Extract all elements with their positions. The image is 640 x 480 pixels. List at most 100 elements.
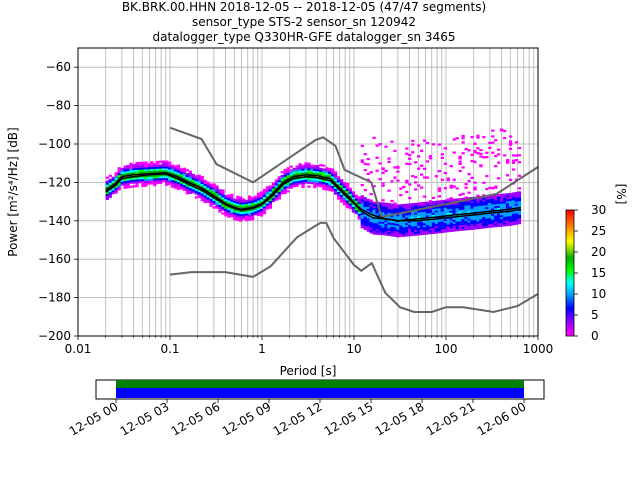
- heatmap-cell: [419, 173, 424, 176]
- heatmap-cell: [458, 207, 462, 210]
- heatmap-cell: [500, 205, 504, 208]
- heatmap-cell: [164, 164, 169, 167]
- heatmap-cell: [467, 210, 471, 213]
- heatmap-cell: [491, 129, 495, 132]
- heatmap-cell: [491, 221, 495, 224]
- heatmap-cell: [164, 177, 169, 181]
- heatmap-cell: [316, 165, 320, 168]
- heatmap-cell: [458, 211, 462, 214]
- heatmap-cell: [227, 198, 231, 201]
- heatmap-cell: [384, 216, 388, 219]
- heatmap-cell: [313, 184, 317, 187]
- heatmap-cell: [437, 209, 442, 213]
- heatmap-cell: [405, 179, 409, 182]
- heatmap-cell: [129, 170, 133, 173]
- heatmap-cell: [117, 174, 121, 178]
- heatmap-cell: [452, 210, 456, 213]
- heatmap-cell: [265, 195, 270, 199]
- heatmap-cell: [381, 233, 385, 236]
- heatmap-cell: [135, 169, 139, 172]
- heatmap-cell: [491, 151, 495, 154]
- heatmap-cell: [348, 203, 353, 206]
- heatmap-cell: [508, 212, 513, 215]
- heatmap-cell: [336, 180, 341, 183]
- heatmap-cell: [408, 196, 412, 200]
- heatmap-cell: [369, 221, 373, 224]
- heatmap-cell: [191, 187, 195, 190]
- heatmap-cell: [239, 196, 243, 199]
- heatmap-cell: [375, 219, 379, 222]
- heatmap-cell: [437, 213, 442, 217]
- heatmap-cell: [393, 205, 397, 209]
- heatmap-cell: [470, 206, 474, 209]
- heatmap-cell: [316, 178, 320, 181]
- heatmap-cell: [511, 211, 516, 214]
- heatmap-cell: [194, 179, 198, 182]
- heatmap-cell: [176, 164, 181, 167]
- heatmap-cell: [360, 214, 364, 217]
- heatmap-cell: [396, 179, 400, 182]
- heatmap-cell: [339, 179, 344, 182]
- heatmap-cell: [256, 200, 261, 203]
- heatmap-cell: [449, 218, 453, 221]
- heatmap-cell: [274, 181, 278, 184]
- heatmap-cell: [408, 209, 412, 212]
- heatmap-cell: [494, 207, 498, 211]
- heatmap-cell: [262, 188, 267, 192]
- heatmap-cell: [497, 161, 501, 164]
- heatmap-cell: [511, 215, 516, 218]
- psd-statistics-curves: [105, 172, 521, 222]
- heatmap-cell: [491, 215, 495, 218]
- heatmap-cell: [508, 214, 513, 217]
- heatmap-cell: [203, 197, 207, 200]
- heatmap-cell: [396, 235, 400, 238]
- heatmap-cell: [390, 207, 394, 210]
- heatmap-cell: [182, 184, 187, 188]
- heatmap-cell: [277, 195, 281, 198]
- heatmap-cell: [452, 198, 456, 201]
- heatmap-cell: [227, 207, 231, 211]
- colorbar-tick-label: 15: [591, 266, 606, 280]
- heatmap-cell: [150, 182, 154, 185]
- heatmap-cell: [322, 164, 326, 167]
- heatmap-cell: [464, 205, 468, 208]
- heatmap-cell: [497, 219, 501, 222]
- heatmap-cell: [494, 202, 498, 205]
- heatmap-cell: [328, 188, 332, 192]
- heatmap-cell: [414, 214, 418, 217]
- heatmap-cell: [271, 199, 275, 203]
- heatmap-cell: [221, 206, 225, 209]
- heatmap-cell: [502, 224, 507, 227]
- heatmap-cell: [280, 180, 284, 183]
- heatmap-cell: [262, 204, 267, 207]
- heatmap-cell: [452, 227, 456, 230]
- heatmap-cell: [390, 216, 394, 220]
- heatmap-cell: [173, 171, 178, 174]
- heatmap-cell: [485, 202, 489, 206]
- heatmap-cell: [224, 214, 228, 217]
- heatmap-cell: [431, 227, 436, 231]
- heatmap-cell: [286, 176, 290, 180]
- heatmap-cell: [414, 229, 418, 232]
- heatmap-cell: [325, 186, 329, 189]
- heatmap-cell: [505, 206, 510, 209]
- heatmap-cell: [366, 198, 370, 202]
- heatmap-cell: [491, 187, 495, 190]
- heatmap-cell: [494, 196, 498, 199]
- heatmap-cell: [156, 176, 160, 179]
- heatmap-cell: [105, 193, 109, 197]
- heatmap-cell: [399, 208, 403, 211]
- heatmap-cell: [280, 174, 284, 178]
- heatmap-cell: [372, 226, 376, 229]
- heatmap-cell: [446, 224, 450, 227]
- heatmap-cell: [141, 163, 145, 166]
- heatmap-cell: [313, 172, 317, 175]
- heatmap-cell: [348, 191, 353, 194]
- heatmap-cell: [328, 181, 332, 184]
- heatmap-cell: [458, 224, 462, 228]
- heatmap-cell: [206, 185, 210, 188]
- heatmap-cell: [470, 159, 474, 163]
- heatmap-cell: [399, 194, 403, 197]
- heatmap-cell: [242, 200, 246, 203]
- heatmap-cell: [221, 196, 225, 200]
